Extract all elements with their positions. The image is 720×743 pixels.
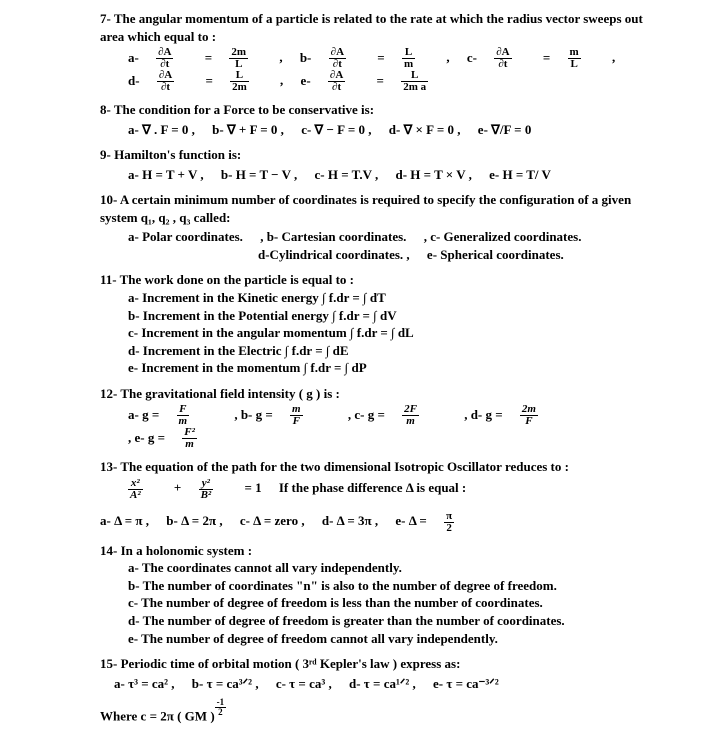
q12-b: , b- g = mF [234,404,330,427]
q12-a: a- g = Fm [128,404,217,427]
question-9: 9- Hamilton's function is: a- H = T + V … [100,146,650,183]
q7-stem: 7- The angular momentum of a particle is… [100,10,650,45]
q13-eq: x²A² + y²B² = 1 If the phase difference … [128,478,650,501]
q7-d: d- ∂A∂t = L2m , [128,70,283,93]
q10-b: , b- Cartesian coordinates. [260,228,406,246]
q15-where: Where c = 2π ( GM )-12 [100,698,650,725]
q7-e: e- ∂A∂t = L2m a [301,70,457,93]
q11-stem: 11- The work done on the particle is equ… [100,271,650,289]
q11-d: d- Increment in the Electric ∫ f.dr = ∫ … [128,342,650,360]
q8-c: c- ∇ − F = 0 , [301,121,371,139]
q15-c: c- τ = ca³ , [276,675,332,693]
q8-d: d- ∇ × F = 0 , [389,121,461,139]
q10-d: d-Cylindrical coordinates. , [258,246,410,264]
q10-a: a- Polar coordinates. [128,228,243,246]
q9-e: e- H = T/ V [489,166,551,184]
q8-e: e- ∇/F = 0 [478,121,532,139]
q11-b: b- Increment in the Potential energy ∫ f… [128,307,650,325]
q7-a: a- ∂A∂t = 2mL , [128,47,283,70]
q8-b: b- ∇ + F = 0 , [212,121,284,139]
q8-options: a- ∇ . F = 0 , b- ∇ + F = 0 , c- ∇ − F =… [128,121,650,139]
q15-e: e- τ = ca⁻³ᐟ² [433,675,499,693]
q9-options: a- H = T + V , b- H = T − V , c- H = T.V… [128,166,650,184]
q14-c: c- The number of degree of freedom is le… [128,594,650,612]
q13-stem: 13- The equation of the path for the two… [100,458,650,476]
q15-stem: 15- Periodic time of orbital motion ( 3ʳ… [100,655,650,673]
q15-d: d- τ = ca¹ᐟ² , [349,675,416,693]
q15-options: a- τ³ = ca² , b- τ = ca³ᐟ² , c- τ = ca³ … [114,675,650,693]
q11-e: e- Increment in the momentum ∫ f.dr = ∫ … [128,359,650,377]
q9-b: b- H = T − V , [221,166,297,184]
q14-d: d- The number of degree of freedom is gr… [128,612,650,630]
q8-a: a- ∇ . F = 0 , [128,121,195,139]
q7-b: b- ∂A∂t = Lm , [300,47,450,70]
q9-c: c- H = T.V , [315,166,379,184]
q12-stem: 12- The gravitational field intensity ( … [100,385,650,403]
q14-stem: 14- In a holonomic system : [100,542,650,560]
question-10: 10- A certain minimum number of coordina… [100,191,650,263]
q12-e: , e- g = F²m [128,427,225,450]
exam-page: 7- The angular momentum of a particle is… [0,0,720,743]
q13-e: e- Δ = π2 [395,511,482,534]
q13-c: c- Δ = zero , [240,512,305,530]
q11-a: a- Increment in the Kinetic energy ∫ f.d… [128,289,650,307]
q12-c: , c- g = 2Fm [348,404,447,427]
q7-c: c- ∂A∂t = mL , [467,47,615,70]
question-8: 8- The condition for a Force to be conse… [100,101,650,138]
question-13: 13- The equation of the path for the two… [100,458,650,534]
q13-options: a- Δ = π , b- Δ = 2π , c- Δ = zero , d- … [100,511,650,534]
q15-b: b- τ = ca³ᐟ² , [192,675,259,693]
q12-options: a- g = Fm , b- g = mF , c- g = 2Fm , d- … [128,404,650,450]
q9-d: d- H = T × V , [396,166,472,184]
q10-c: , c- Generalized coordinates. [424,228,582,246]
q9-a: a- H = T + V , [128,166,204,184]
q13-a: a- Δ = π , [100,512,149,530]
q7-options: a- ∂A∂t = 2mL , b- ∂A∂t = Lm , c- ∂A∂t =… [128,47,650,93]
question-12: 12- The gravitational field intensity ( … [100,385,650,451]
q10-stem: 10- A certain minimum number of coordina… [100,191,650,226]
q8-stem: 8- The condition for a Force to be conse… [100,101,650,119]
q14-e: e- The number of degree of freedom canno… [128,630,650,648]
q15-a: a- τ³ = ca² , [114,675,175,693]
q13-d: d- Δ = 3π , [322,512,378,530]
q14-a: a- The coordinates cannot all vary indep… [128,559,650,577]
q14-b: b- The number of coordinates "n" is also… [128,577,650,595]
q10-e: e- Spherical coordinates. [427,246,564,264]
q13-b: b- Δ = 2π , [166,512,222,530]
question-15: 15- Periodic time of orbital motion ( 3ʳ… [100,655,650,725]
q9-stem: 9- Hamilton's function is: [100,146,650,164]
q13-cond: If the phase difference Δ is equal : [279,479,466,497]
q10-options: a- Polar coordinates. , b- Cartesian coo… [128,228,650,263]
question-11: 11- The work done on the particle is equ… [100,271,650,376]
q12-d: , d- g = 2mF [464,404,566,427]
question-7: 7- The angular momentum of a particle is… [100,10,650,93]
q11-c: c- Increment in the angular momentum ∫ f… [128,324,650,342]
question-14: 14- In a holonomic system : a- The coord… [100,542,650,647]
